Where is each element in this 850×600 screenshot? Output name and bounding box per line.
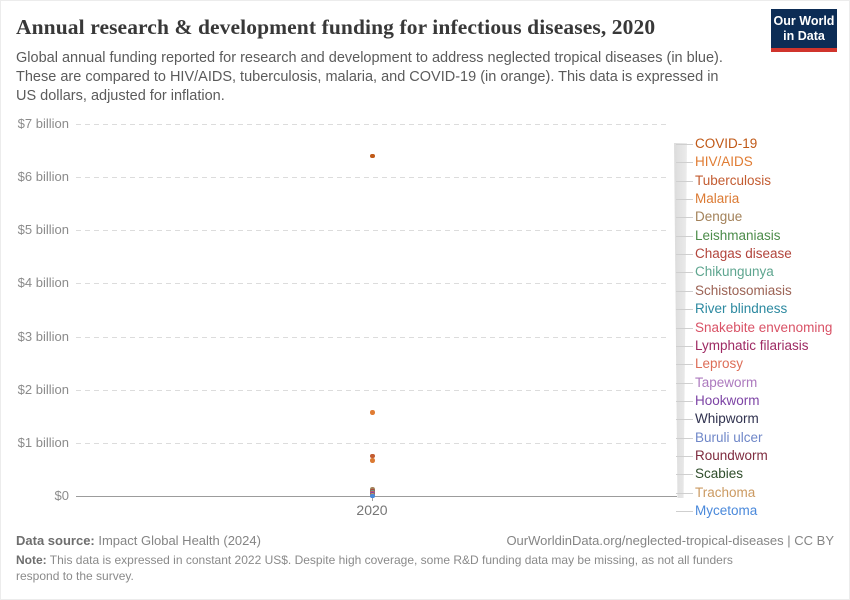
- label-connector-line: [676, 180, 693, 182]
- series-label[interactable]: Chagas disease: [695, 246, 792, 262]
- series-label[interactable]: Leprosy: [695, 356, 744, 372]
- label-connector-line: [676, 400, 693, 402]
- series-label[interactable]: Leishmaniasis: [695, 227, 781, 243]
- label-connector-line: [676, 419, 693, 421]
- data-point[interactable]: [370, 493, 375, 499]
- series-label[interactable]: Snakebite envenoming: [695, 319, 833, 335]
- series-label[interactable]: Tapeworm: [695, 374, 758, 390]
- series-label[interactable]: Tuberculosis: [695, 172, 772, 188]
- label-connector-line: [676, 217, 693, 219]
- y-axis-tick-label: $3 billion: [17, 328, 69, 344]
- series-label[interactable]: Chikungunya: [695, 264, 774, 280]
- gridline: [76, 389, 668, 391]
- data-point[interactable]: [370, 458, 375, 463]
- series-label[interactable]: Hookworm: [695, 392, 760, 408]
- data-point[interactable]: [370, 410, 375, 415]
- owid-logo-line2: in Data: [783, 28, 825, 43]
- footer-note: Note: This data is expressed in constant…: [16, 553, 733, 583]
- x-axis-tick-mark: [372, 496, 373, 501]
- owid-citation-link[interactable]: OurWorldinData.org/neglected-tropical-di…: [506, 533, 834, 548]
- x-axis-line: [76, 496, 677, 497]
- series-label[interactable]: Lymphatic filariasis: [695, 337, 809, 353]
- series-label[interactable]: Buruli ulcer: [695, 429, 763, 445]
- y-axis-tick-label: $4 billion: [17, 275, 69, 291]
- label-connector-line: [676, 492, 693, 494]
- label-connector-line: [676, 474, 693, 476]
- y-axis-tick-label: $0: [54, 488, 69, 503]
- label-connector-line: [676, 511, 693, 512]
- gridline: [76, 177, 668, 179]
- label-connector-line: [676, 382, 693, 384]
- series-label[interactable]: Malaria: [695, 191, 740, 207]
- data-source: Data source: Impact Global Health (2024): [16, 533, 261, 548]
- gridline: [76, 230, 668, 232]
- series-label[interactable]: COVID-19: [695, 136, 758, 151]
- series-label[interactable]: Schistosomiasis: [695, 282, 792, 298]
- page-title: Annual research & development funding fo…: [16, 15, 656, 39]
- series-label[interactable]: Roundworm: [695, 447, 768, 463]
- chart-subtitle: Global annual funding reported for resea…: [16, 50, 723, 104]
- y-axis-tick-label: $6 billion: [17, 169, 69, 185]
- label-connector-line: [676, 199, 693, 201]
- owid-logo[interactable]: Our World in Data: [771, 9, 837, 52]
- label-connector-line: [676, 254, 693, 256]
- data-point[interactable]: [370, 453, 375, 459]
- series-label[interactable]: River blindness: [695, 301, 788, 317]
- series-label[interactable]: Mycetoma: [695, 503, 758, 518]
- series-label[interactable]: Whipworm: [695, 411, 759, 427]
- gridline: [76, 442, 668, 444]
- series-label[interactable]: Scabies: [695, 466, 744, 482]
- gridline: [76, 123, 668, 125]
- label-connector-line: [676, 272, 693, 274]
- y-axis-tick-label: $2 billion: [17, 381, 69, 397]
- label-connector-line: [676, 309, 693, 311]
- x-axis-tick-label: 2020: [356, 502, 388, 518]
- label-connector-line: [676, 437, 693, 439]
- label-connector-line: [676, 162, 693, 164]
- series-label[interactable]: HIV/AIDS: [695, 154, 753, 170]
- y-axis-tick-label: $1 billion: [17, 434, 69, 450]
- data-point[interactable]: [370, 153, 375, 159]
- y-axis-tick-label: $7 billion: [17, 115, 69, 131]
- series-label[interactable]: Dengue: [695, 209, 743, 225]
- label-connector-line: [676, 144, 693, 145]
- label-connector-line: [676, 290, 693, 292]
- label-connector-line: [676, 345, 693, 347]
- series-label[interactable]: Trachoma: [695, 484, 756, 500]
- owid-logo-line1: Our World: [773, 13, 835, 28]
- label-connector-band: [674, 143, 687, 498]
- footer-source-row: Data source: Impact Global Health (2024)…: [16, 533, 834, 548]
- label-connector-line: [676, 364, 693, 366]
- y-axis-tick-label: $5 billion: [17, 222, 69, 238]
- label-connector-line: [676, 327, 693, 329]
- gridline: [76, 283, 668, 285]
- gridline: [76, 336, 668, 338]
- label-connector-line: [676, 455, 693, 457]
- label-connector-line: [676, 235, 693, 237]
